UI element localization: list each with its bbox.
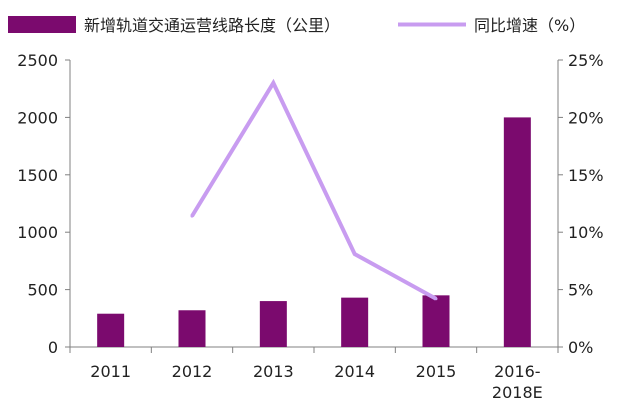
line-point	[271, 81, 275, 85]
bar	[178, 310, 206, 347]
legend: 新增轨道交通运营线路长度（公里） 同比增速（%）	[8, 16, 585, 35]
line-point	[434, 297, 438, 301]
x-tick-label: 2014	[334, 362, 375, 381]
legend-label-bar: 新增轨道交通运营线路长度（公里）	[84, 16, 340, 35]
bar	[422, 295, 450, 347]
bar	[341, 297, 369, 347]
bar	[503, 117, 531, 348]
line-point	[353, 252, 357, 256]
y-right-tick-label: 5%	[568, 281, 593, 300]
y-left-tick-label: 1500	[17, 166, 58, 185]
growth-line	[190, 78, 437, 301]
y-right-tick-label: 10%	[568, 223, 604, 242]
y-left-tick-label: 0	[48, 338, 58, 357]
x-tick-label: 2016-2018E	[492, 362, 543, 402]
legend-label-line: 同比增速（%）	[474, 16, 585, 35]
y-left-tick-label: 500	[27, 281, 58, 300]
bar	[97, 313, 125, 347]
bar-series	[97, 117, 531, 348]
y-right-tick-label: 25%	[568, 51, 604, 70]
y-right-tick-label: 0%	[568, 338, 593, 357]
axes	[65, 59, 563, 353]
y-right-tick-label: 15%	[568, 166, 604, 185]
y-left-tick-label: 2500	[17, 51, 58, 70]
legend-swatch-bar	[8, 16, 76, 33]
line-point	[190, 214, 194, 218]
x-tick-label: 2013	[253, 362, 294, 381]
x-tick-label: 2015	[416, 362, 457, 381]
y-left-tick-label: 2000	[17, 108, 58, 127]
x-tick-label: 2012	[172, 362, 213, 381]
tick-labels: 0 500 1000 1500 2000 2500 0% 5% 10% 15% 20% 25% 2011…	[17, 51, 603, 402]
x-tick-label: 2011	[90, 362, 131, 381]
y-right-tick-label: 20%	[568, 108, 604, 127]
y-left-tick-label: 1000	[17, 223, 58, 242]
bar	[259, 301, 287, 347]
line-series	[190, 78, 438, 301]
